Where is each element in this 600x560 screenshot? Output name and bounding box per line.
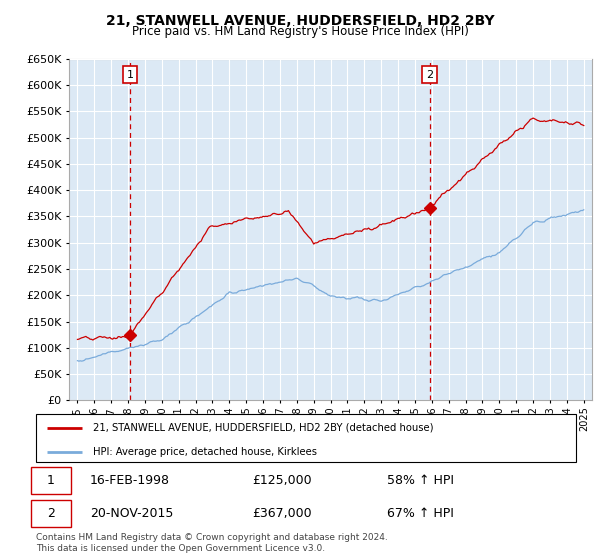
- Text: 1: 1: [47, 474, 55, 487]
- Text: HPI: Average price, detached house, Kirklees: HPI: Average price, detached house, Kirk…: [93, 446, 317, 456]
- Text: 21, STANWELL AVENUE, HUDDERSFIELD, HD2 2BY (detached house): 21, STANWELL AVENUE, HUDDERSFIELD, HD2 2…: [93, 423, 433, 433]
- Text: 2: 2: [426, 69, 433, 80]
- Text: 16-FEB-1998: 16-FEB-1998: [90, 474, 170, 487]
- Text: Contains HM Land Registry data © Crown copyright and database right 2024.
This d: Contains HM Land Registry data © Crown c…: [36, 533, 388, 553]
- Text: 21, STANWELL AVENUE, HUDDERSFIELD, HD2 2BY: 21, STANWELL AVENUE, HUDDERSFIELD, HD2 2…: [106, 14, 494, 28]
- Text: 2: 2: [47, 507, 55, 520]
- Text: 1: 1: [127, 69, 134, 80]
- FancyBboxPatch shape: [31, 500, 71, 526]
- FancyBboxPatch shape: [31, 466, 71, 494]
- Text: Price paid vs. HM Land Registry's House Price Index (HPI): Price paid vs. HM Land Registry's House …: [131, 25, 469, 38]
- Text: £125,000: £125,000: [252, 474, 311, 487]
- Text: 67% ↑ HPI: 67% ↑ HPI: [387, 507, 454, 520]
- Text: £367,000: £367,000: [252, 507, 311, 520]
- Text: 58% ↑ HPI: 58% ↑ HPI: [387, 474, 454, 487]
- Text: 20-NOV-2015: 20-NOV-2015: [90, 507, 173, 520]
